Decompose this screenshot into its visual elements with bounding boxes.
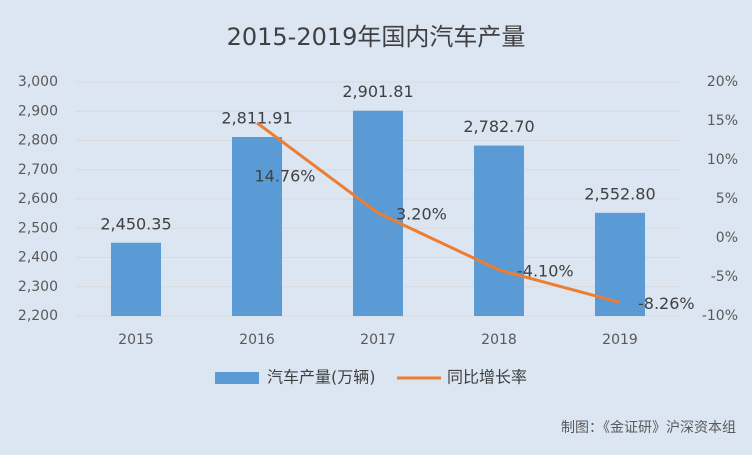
data-label: 2,901.81 <box>342 82 413 101</box>
data-label: 2,811.91 <box>221 109 292 128</box>
x-tick-label: 2018 <box>481 332 517 348</box>
y-tick-label: 2,300 <box>18 279 58 295</box>
y-tick-label: 3,000 <box>18 74 58 90</box>
y-tick-label: 2,400 <box>18 250 58 266</box>
line-label: -4.10% <box>517 261 574 280</box>
bar <box>474 145 524 316</box>
x-tick-label: 2017 <box>360 332 396 348</box>
legend-swatch <box>215 372 259 384</box>
source-note: 制图：《金证研》沪深资本组 <box>561 420 736 436</box>
y2-tick-label: -5% <box>711 269 738 285</box>
y-tick-label: 2,900 <box>18 103 58 119</box>
y-tick-label: 2,600 <box>18 191 58 207</box>
y2-tick-label: 15% <box>707 113 738 129</box>
legend-label: 汽车产量(万辆) <box>267 368 376 387</box>
legend-label: 同比增长率 <box>447 368 527 387</box>
line <box>256 121 621 304</box>
y-tick-label: 2,500 <box>18 220 58 236</box>
y-tick-label: 2,200 <box>18 308 58 324</box>
x-tick-label: 2019 <box>602 332 638 348</box>
data-label: 2,552.80 <box>584 184 655 203</box>
y-tick-label: 2,800 <box>18 133 58 149</box>
line-label: 14.76% <box>254 166 315 185</box>
y2-tick-label: 5% <box>716 191 738 207</box>
bar <box>232 137 282 316</box>
y2-tick-label: -10% <box>702 308 738 324</box>
y2-tick-label: 10% <box>707 152 738 168</box>
y2-tick-label: 0% <box>716 230 738 246</box>
chart-title: 2015-2019年国内汽车产量 <box>227 23 526 51</box>
x-tick-label: 2016 <box>239 332 275 348</box>
line-label: -8.26% <box>638 294 695 313</box>
y2-tick-label: 20% <box>707 74 738 90</box>
bar <box>111 242 161 316</box>
data-label: 2,782.70 <box>463 117 534 136</box>
line-label: 3.20% <box>396 205 447 224</box>
data-label: 2,450.35 <box>100 214 171 233</box>
x-tick-label: 2015 <box>118 332 154 348</box>
y-tick-label: 2,700 <box>18 162 58 178</box>
